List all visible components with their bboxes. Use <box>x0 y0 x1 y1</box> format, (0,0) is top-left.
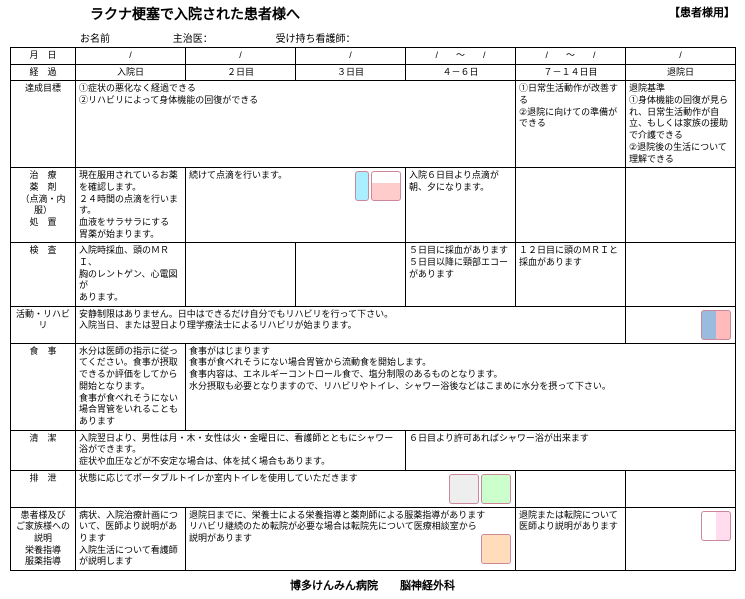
clinical-path-table: 月 日 / / / / ～ / / ～ / / 経 過 入院日 ２日目 ３日目 … <box>10 47 736 571</box>
row-meal: 食 事 水分は医師の指示に従ってください。食事が摂取できるか評価をしてから開始と… <box>11 343 736 430</box>
doctor-label: 主治医： <box>173 30 213 45</box>
row-excretion: 排 泄 状態に応じてポータブルトイレか室内トイレを使用していただきます <box>11 470 736 507</box>
doctors-icon <box>701 511 731 541</box>
page-title: ラクナ梗塞で入院された患者様へ <box>90 4 300 24</box>
name-label: お名前 <box>80 30 110 45</box>
iv-icon <box>355 171 369 201</box>
row-goal: 達成目標 ①症状の悪化なく経過できる ②リハビリによって身体機能の回復ができる … <box>11 81 736 168</box>
row-explain: 患者様及び ご家族様への 説明 栄養指導 服薬指導 病状、入院治療計画について、… <box>11 507 736 570</box>
col-date: 月 日 <box>11 48 76 65</box>
couple-icon <box>701 310 731 340</box>
nurse-icon <box>371 171 401 201</box>
row-activity: 活動・リハビリ 安静制限はありません。日中はできるだけ自分でもリハビリを行って下… <box>11 306 736 343</box>
row-clean: 清 潔 入院翌日より、男性は月・木・女性は火・金曜日に、看護師とともにシャワー浴… <box>11 430 736 470</box>
row-treatment: 治 療 薬 剤 （点滴・内服） 処 置 現在服用されているお薬を確認します。 ２… <box>11 168 736 243</box>
row-exam: 検 査 入院時採血、頭のＭＲＩ、 胸のレントゲン、心電図が あります。 ５日目に… <box>11 243 736 306</box>
corner-label: 【患者様用】 <box>669 4 735 20</box>
teach-icon <box>481 534 511 564</box>
nurse-label: 受け持ち看護師： <box>276 30 356 45</box>
col-progress: 経 過 <box>11 64 76 81</box>
wheelchair-icon <box>481 474 511 504</box>
toilet-icon <box>449 474 479 504</box>
info-row: お名前 主治医： 受け持ち看護師： <box>0 28 745 47</box>
footer-hospital: 博多けんみん病院 脳神経外科 <box>0 571 745 599</box>
